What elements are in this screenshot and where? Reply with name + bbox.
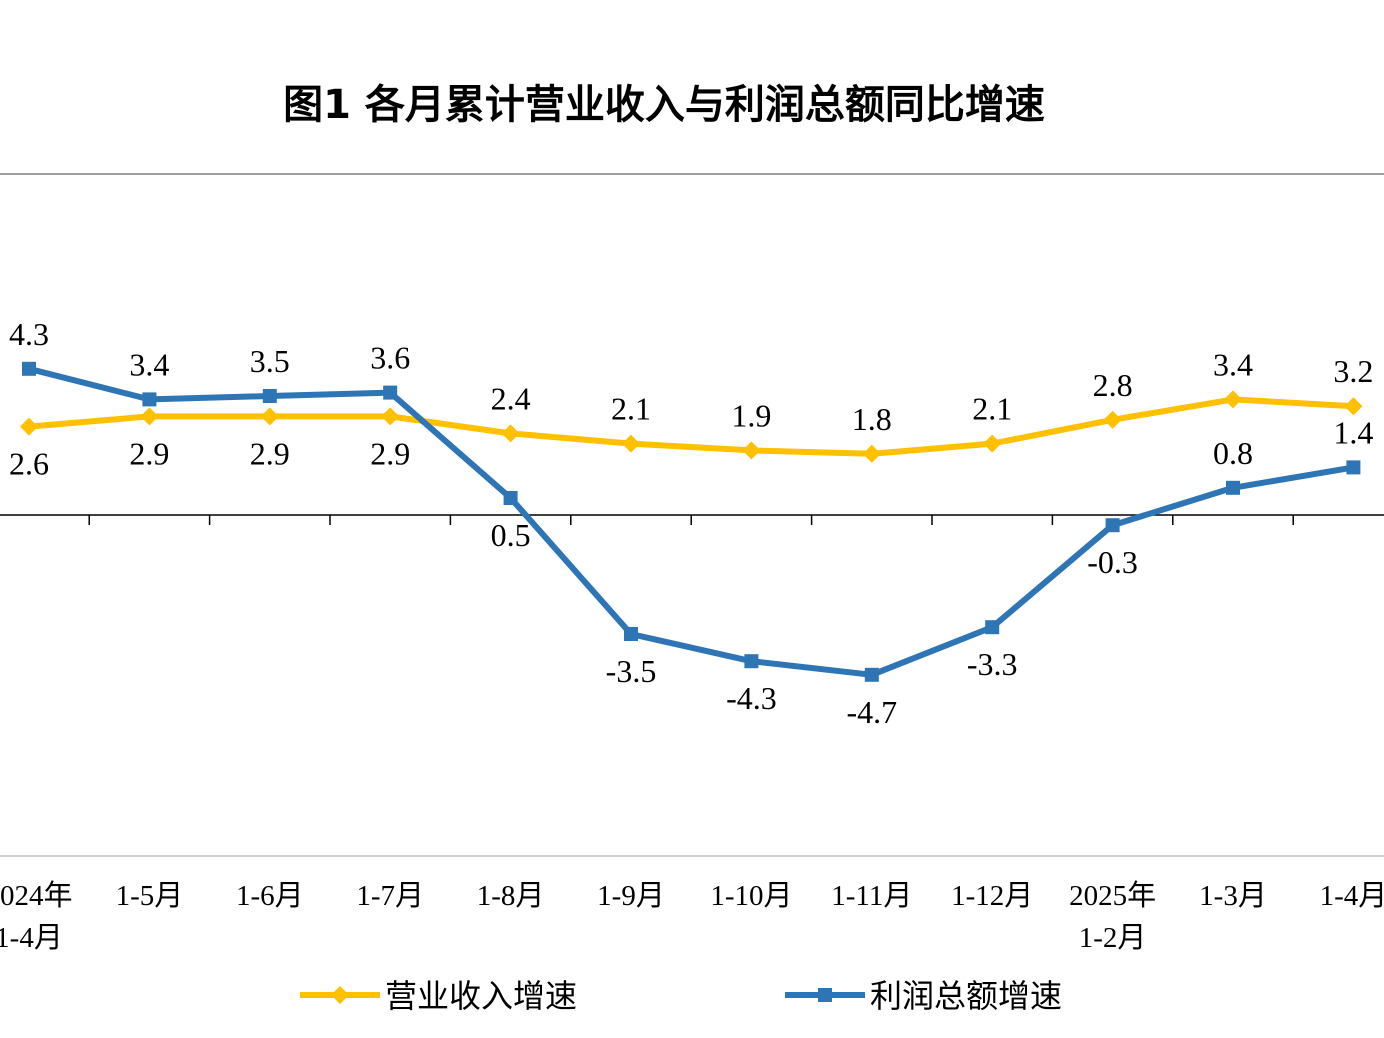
profit-data-label: -3.5 [606,653,657,689]
profit-point [1105,518,1120,533]
profit-data-label: 3.5 [250,343,290,379]
revenue-data-label: 2.6 [9,446,49,482]
profit-data-label: -0.3 [1087,544,1138,580]
revenue-data-label: 2.9 [370,435,410,471]
x-tick-label: 1-11月 [831,880,912,912]
profit-point [262,389,277,403]
revenue-point [381,407,400,426]
x-axis [0,514,1384,525]
x-tick-label: 1-10月 [710,880,792,912]
profit-point [624,627,638,641]
revenue-point [20,417,38,436]
profit-point [22,361,36,376]
revenue-data-label: 2.9 [250,435,290,471]
revenue-data-label: 2.1 [611,391,651,427]
x-tick-label: 2025年 [1069,879,1156,912]
profit-point [744,654,759,669]
profit-data-label: 1.4 [1333,414,1373,450]
chart-title: 图1 各月累计营业收入与利润总额同比增速 [283,82,1045,128]
x-tick-labels: 2024年 1-4月 1-5月 1-6月 1-7月 1-8月 1-9月 1-10月 1-11月 1… [0,879,1384,954]
profit-data-label: 0.5 [491,517,531,553]
x-tick-label: 1-8月 [477,880,545,912]
profit-point [142,392,157,407]
revenue-data-label: 1.8 [852,401,892,437]
revenue-data-label: 3.2 [1333,353,1373,389]
data-labels: 2.6 2.9 2.9 2.9 2.4 2.1 1.9 1.8 2.1 2.8 3.4 3.2 4.3 3… [9,316,1373,730]
revenue-data-label: 2.4 [491,380,531,416]
series-line-revenue [28,396,1354,457]
revenue-data-label: 1.9 [731,397,771,433]
x-tick-label: 2024年 [0,879,73,912]
legend-label: 利润总额增速 [870,977,1062,1015]
x-tick-label: 1-9月 [597,880,665,912]
revenue-point [742,441,761,460]
profit-data-label: -3.3 [967,646,1018,682]
profit-data-label: 3.4 [129,346,169,382]
series-line-profit [28,365,1354,678]
x-tick-label: 1-7月 [356,880,424,912]
x-tick-label: 1-5月 [116,880,184,912]
series-layer [20,361,1363,682]
revenue-point [622,434,640,453]
revenue-point [1344,397,1363,416]
profit-data-label: 0.8 [1213,435,1253,471]
profit-point [383,385,398,400]
legend-label: 营业收入增速 [385,977,577,1015]
legend-swatch-marker [818,988,832,1002]
profit-point [1226,480,1240,495]
revenue-data-label: 2.1 [972,391,1012,427]
profit-point [503,491,518,505]
revenue-data-label: 2.9 [129,435,169,471]
x-tick-label: 1-6月 [236,880,304,912]
revenue-point [1224,390,1242,409]
revenue-point [983,434,1002,453]
revenue-point [862,444,881,463]
legend-swatch-marker [331,986,349,1004]
profit-point [985,620,1000,635]
profit-data-label: -4.7 [846,694,897,730]
x-tick-label: 1-2月 [1079,922,1147,954]
profit-data-label: -4.3 [726,680,777,716]
x-tick-label: 1-4月 [0,922,63,954]
legend: 营业收入增速 利润总额增速 [300,977,1062,1015]
profit-data-label: 4.3 [9,316,49,352]
x-tick-label: 1-4月 [1320,880,1384,912]
revenue-data-label: 2.8 [1093,367,1133,403]
x-tick-label: 1-12月 [951,880,1033,912]
x-tick-label: 1-3月 [1199,880,1267,912]
revenue-point [140,407,159,426]
revenue-point [260,407,279,426]
profit-data-label: 3.6 [370,340,410,376]
revenue-data-label: 3.4 [1213,346,1253,382]
profit-point [864,667,879,682]
revenue-point [501,424,520,443]
revenue-point [1103,410,1122,429]
profit-point [1346,460,1361,475]
